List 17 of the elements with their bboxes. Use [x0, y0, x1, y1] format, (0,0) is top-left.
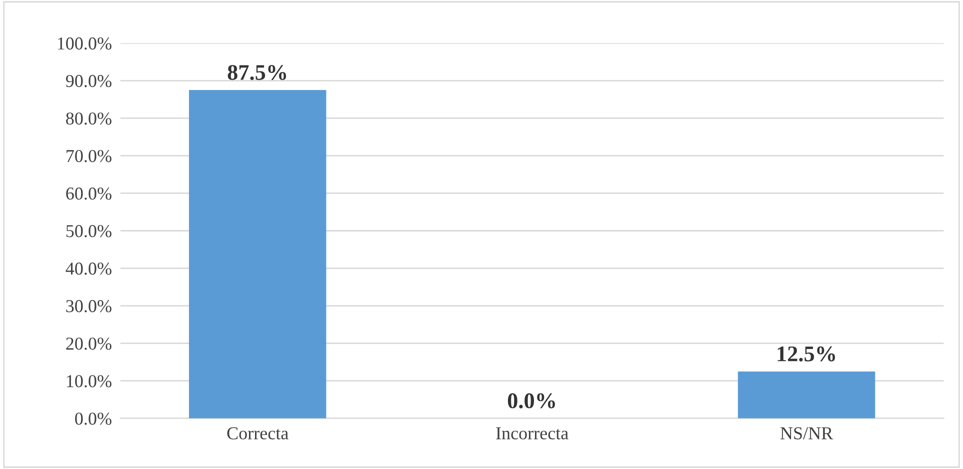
y-tick-label: 60.0% — [66, 187, 112, 200]
x-tick-label: NS/NR — [780, 427, 834, 440]
y-tick-label: 20.0% — [66, 338, 112, 350]
y-tick-label: 40.0% — [66, 262, 112, 275]
x-tick-label: Correcta — [227, 427, 288, 440]
data-label: 12.5% — [778, 346, 835, 362]
x-tick-label: Incorrecta — [496, 427, 568, 440]
y-tick-label: 70.0% — [66, 150, 112, 162]
data-label: 0.0% — [508, 393, 555, 408]
y-tick-label: 80.0% — [66, 112, 112, 125]
data-label: 87.5% — [228, 64, 286, 80]
y-tick-label: 50.0% — [66, 225, 112, 238]
y-tick-label: 10.0% — [66, 375, 112, 388]
y-tick-label: 90.0% — [66, 74, 112, 88]
y-tick-label: 0.0% — [75, 412, 112, 425]
y-tick-label: 100.0% — [58, 37, 112, 50]
y-tick-label: 30.0% — [66, 300, 112, 312]
